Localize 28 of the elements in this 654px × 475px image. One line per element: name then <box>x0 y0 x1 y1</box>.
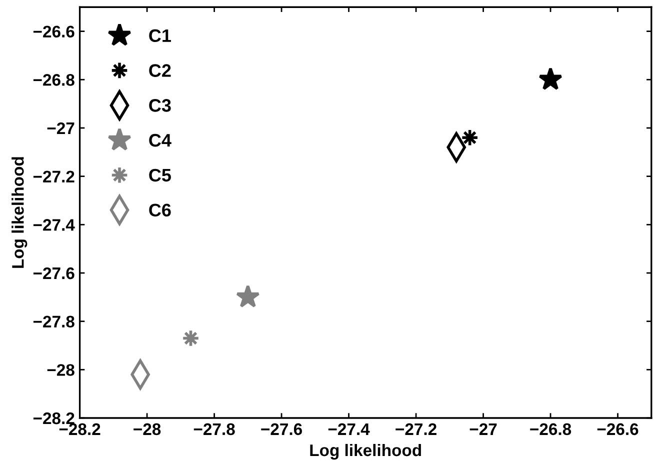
point <box>538 67 562 90</box>
x-tick-label: −27.6 <box>261 423 302 436</box>
y-tick-label: −27.8 <box>33 316 74 328</box>
legend-label: C5 <box>149 168 171 182</box>
legend-label: C4 <box>149 134 172 147</box>
x-tick-label: −28 <box>134 423 161 436</box>
x-tick-label: −26.6 <box>597 423 638 436</box>
legend-label: C3 <box>149 99 171 112</box>
x-tick-label: −27 <box>470 423 497 435</box>
y-axis-title: Log likelihood <box>12 157 28 268</box>
x-axis-title: Log likelihood <box>310 444 421 460</box>
y-tick-label: −27.4 <box>33 219 75 231</box>
x-tick-label: −28.2 <box>59 423 100 436</box>
y-tick-label: −28 <box>47 364 74 376</box>
x-tick-label: −27.2 <box>396 423 436 435</box>
y-tick-label: −27 <box>47 122 74 134</box>
point <box>236 284 260 308</box>
legend-label: C2 <box>149 64 171 77</box>
x-tick-label: −26.8 <box>530 423 572 436</box>
y-tick-label: −26.6 <box>33 26 74 38</box>
legend-label: C1 <box>149 29 171 42</box>
y-tick-label: −27.6 <box>33 267 74 280</box>
x-tick-label: −27.4 <box>328 423 370 435</box>
y-tick-label: −27.2 <box>33 170 74 182</box>
legend-label: C6 <box>149 204 171 216</box>
y-tick-label: −26.8 <box>33 74 74 86</box>
y-tick-label: −28.2 <box>33 412 74 424</box>
x-tick-label: −27.8 <box>194 423 235 436</box>
